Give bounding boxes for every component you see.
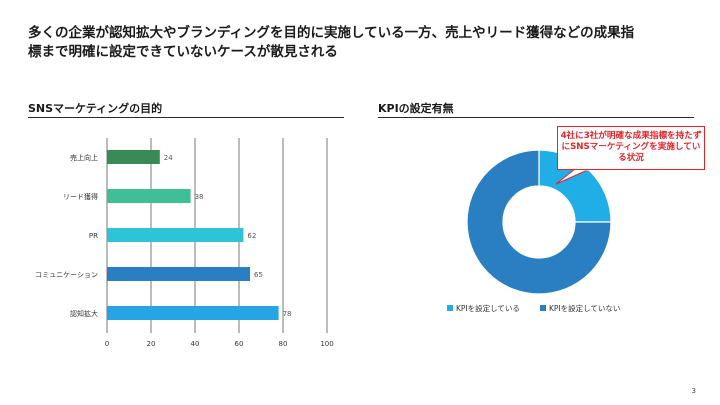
headline-line-2: 標まで明確に設定できていないケースが散見される — [28, 44, 338, 60]
x-tick-label: 20 — [147, 340, 156, 348]
bar-chart-title: SNSマーケティングの目的 — [28, 102, 163, 115]
bar-5 — [107, 306, 279, 320]
bar-chart-title-rule — [28, 117, 344, 118]
category-label: 売上向上 — [70, 153, 98, 162]
donut-slice-2 — [466, 149, 612, 295]
category-label: リード獲得 — [63, 192, 98, 201]
bar-2 — [107, 189, 191, 203]
legend-label-2: KPIを設定していない — [549, 303, 620, 313]
legend-swatch-2 — [540, 305, 546, 311]
donut-chart-title-rule — [378, 117, 694, 118]
headline-line-1: 多くの企業が認知拡大やブランディングを目的に実施している一方、売上やリード獲得な… — [28, 25, 635, 41]
bar-3 — [107, 228, 244, 242]
headline: 多くの企業が認知拡大やブランディングを目的に実施している一方、売上やリード獲得な… — [28, 24, 688, 62]
bar-4 — [107, 267, 250, 281]
bar-value-label: 24 — [164, 154, 173, 162]
legend-swatch-1 — [447, 305, 453, 311]
callout-text: 4社に3社が明確な成果指標を持たずにSNSマーケティングを実施している状況 — [560, 131, 702, 163]
x-tick-label: 60 — [235, 340, 244, 348]
donut-chart: KPIを設定している KPIを設定していない — [447, 149, 620, 313]
bar-value-label: 38 — [195, 193, 204, 201]
x-tick-label: 0 — [105, 340, 109, 348]
bar-chart: 0 20 40 60 80 100 売上向上 24 リード獲得 38 PR 62 コミュニケーション 65… — [35, 138, 334, 348]
legend-label-1: KPIを設定している — [456, 303, 520, 313]
x-tick-label: 40 — [191, 340, 200, 348]
bar-value-label: 65 — [254, 271, 263, 279]
bar-value-label: 62 — [247, 232, 256, 240]
category-label: PR — [89, 232, 98, 240]
callout-box: 4社に3社が明確な成果指標を持たずにSNSマーケティングを実施している状況 — [557, 126, 705, 170]
page-number: 3 — [691, 387, 696, 395]
donut-chart-title: KPIの設定有無 — [378, 102, 454, 115]
category-label: 認知拡大 — [70, 309, 98, 318]
bar-value-label: 78 — [283, 310, 292, 318]
x-tick-label: 100 — [320, 340, 333, 348]
bar-1 — [107, 150, 160, 164]
x-tick-label: 80 — [279, 340, 288, 348]
category-label: コミュニケーション — [35, 271, 98, 279]
